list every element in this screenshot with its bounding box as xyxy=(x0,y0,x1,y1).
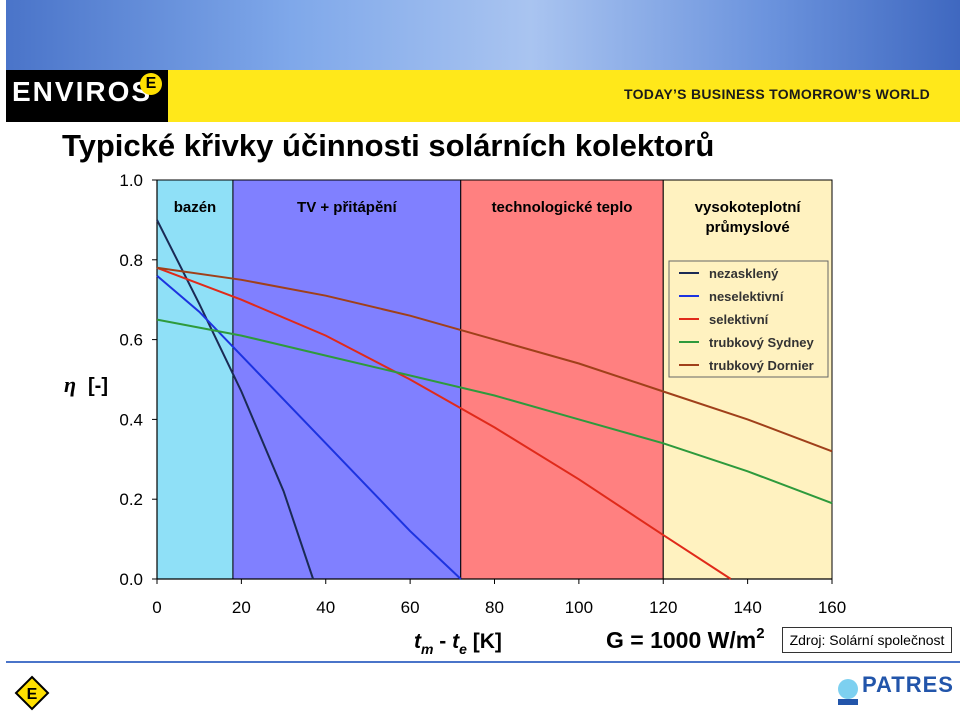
legend-label: nezasklený xyxy=(709,266,779,281)
x-tick-label: 100 xyxy=(565,598,593,617)
region-labels-layer: bazén TV + přitápění technologické teplo vy… xyxy=(174,199,802,236)
patres-logo-text: PATRES xyxy=(862,672,954,697)
region-label-3: vysokoteplotní xyxy=(695,199,802,216)
y-axis-unit: [-] xyxy=(88,375,108,397)
series-line-3 xyxy=(156,318,833,505)
y-tick-label: 0.2 xyxy=(119,490,143,509)
legend-label: selektivní xyxy=(709,312,769,327)
x-tick-label: 160 xyxy=(818,598,846,617)
region-label-1: TV + přitápění xyxy=(297,199,397,216)
condition-exp: 2 xyxy=(756,625,764,642)
sky-background xyxy=(6,0,960,70)
x-tick-label: 60 xyxy=(401,598,420,617)
legend-label: trubkový Dornier xyxy=(709,358,814,373)
x-label-e: e xyxy=(459,641,467,657)
series-line-0 xyxy=(156,219,315,580)
x-axis-label: tm - te [K] xyxy=(414,630,502,657)
legend-label: trubkový Sydney xyxy=(709,335,815,350)
series-line-1 xyxy=(156,275,462,580)
x-tick-label: 40 xyxy=(316,598,335,617)
x-label-t: t xyxy=(414,630,422,653)
x-label-unit: [K] xyxy=(467,630,502,653)
x-label-t2: t xyxy=(452,630,460,653)
legend-label: neselektivní xyxy=(709,289,784,304)
y-tick-label: 0.6 xyxy=(119,331,143,350)
region-label-2: technologické teplo xyxy=(492,199,633,216)
series-line-4 xyxy=(156,266,833,453)
x-tick-label: 20 xyxy=(232,598,251,617)
source-label: Zdroj: Solární společnost xyxy=(782,627,952,653)
axes-layer: 0.0 0.2 0.4 0.6 0.8 1.0 0 20 40 60 80 100 120 140 160 xyxy=(119,171,846,617)
x-tick-label: 0 xyxy=(152,598,161,617)
page-title: Typické křivky účinnosti solárních kolek… xyxy=(62,128,715,163)
region-3 xyxy=(662,179,833,580)
series-line-2 xyxy=(156,266,732,580)
x-label-dash: - xyxy=(433,630,452,653)
tagline: TODAY’S BUSINESS TOMORROW’S WORLD xyxy=(624,86,930,102)
x-label-m: m xyxy=(421,641,433,657)
header-band xyxy=(168,70,960,122)
legend: nezasklený neselektivní selektivní trubkový… xyxy=(668,260,829,378)
x-tick-label: 120 xyxy=(649,598,677,617)
x-tick-label: 140 xyxy=(733,598,761,617)
patres-logo xyxy=(838,679,858,705)
y-axis-symbol: η xyxy=(64,372,76,397)
region-0 xyxy=(156,179,234,580)
header-banner: ENVIROS E TODAY’S BUSINESS TOMORROW’S WO… xyxy=(0,0,960,122)
footer-divider xyxy=(6,661,960,663)
region-label-0: bazén xyxy=(174,199,217,216)
region-label-3: průmyslové xyxy=(706,219,790,236)
condition-label: G = 1000 W/m2 xyxy=(606,625,765,653)
footer-e-mark: E xyxy=(27,686,38,703)
y-tick-label: 0.4 xyxy=(119,410,143,429)
series-layer xyxy=(156,219,833,580)
condition-text: G = 1000 W/m xyxy=(606,627,756,653)
axis-labels-layer: η [-] tm - te [K] G = 1000 W/m2 xyxy=(64,372,765,657)
x-tick-label: 80 xyxy=(485,598,504,617)
enviros-e-icon: E xyxy=(14,675,50,711)
logo-text: ENVIROS xyxy=(12,76,153,107)
region-2 xyxy=(460,179,664,580)
logo-e-icon: E xyxy=(140,73,162,95)
y-tick-label: 0.8 xyxy=(119,251,143,270)
y-tick-label: 0.0 xyxy=(119,570,143,589)
regions-layer xyxy=(156,179,833,580)
y-tick-label: 1.0 xyxy=(119,171,143,190)
